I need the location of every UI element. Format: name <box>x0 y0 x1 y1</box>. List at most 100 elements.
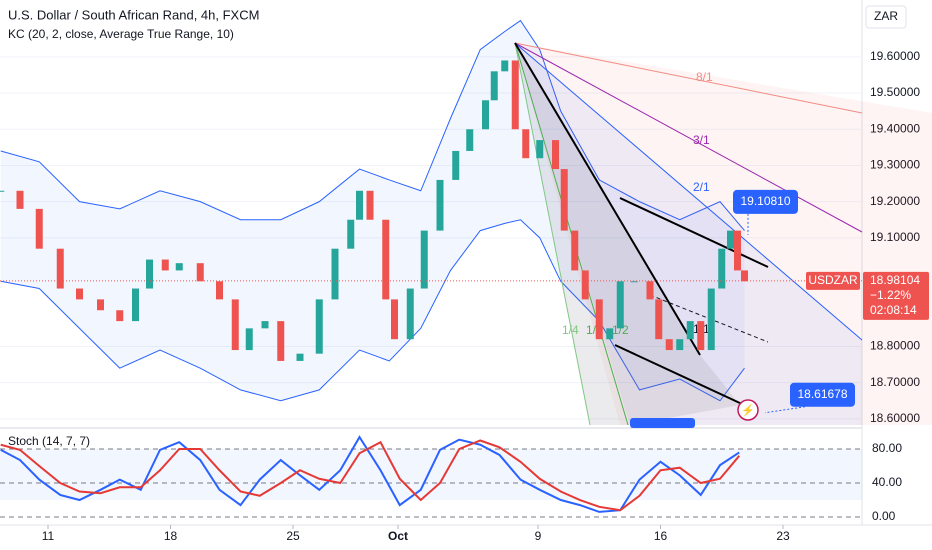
candle <box>116 310 124 322</box>
alert-icon: ⚡ <box>741 404 755 417</box>
fan-line <box>514 42 863 341</box>
candle <box>707 288 715 351</box>
y-tick-label: 40.00 <box>872 475 902 489</box>
candle <box>522 129 530 159</box>
symbol-tag <box>806 271 860 290</box>
candle <box>347 219 355 249</box>
indicator-title: Stoch (14, 7, 7) <box>8 434 90 448</box>
candle <box>296 353 304 361</box>
symbol-label: USDZAR <box>808 273 858 287</box>
y-tick-label: 0.00 <box>872 509 896 523</box>
candle <box>16 190 24 209</box>
trend-line <box>514 42 701 356</box>
candle <box>727 230 735 249</box>
callout-box <box>790 382 855 407</box>
candle <box>571 230 579 271</box>
candle <box>655 299 663 340</box>
candle <box>315 299 323 354</box>
candle <box>231 299 239 351</box>
fan-label: 8/1 <box>696 70 713 84</box>
currency[interactable]: ZAR <box>874 9 898 23</box>
y-tick-label: 19.60000 <box>870 49 920 63</box>
candle <box>676 339 684 351</box>
fan-label: 3/1 <box>693 133 710 147</box>
candle <box>331 248 339 300</box>
candle <box>406 288 414 340</box>
y-tick-label: 80.00 <box>872 441 902 455</box>
candle <box>132 288 140 322</box>
candle <box>245 328 253 351</box>
candle <box>391 299 399 340</box>
callout-box <box>733 189 798 214</box>
x-tick-label: 9 <box>535 529 542 543</box>
candle <box>536 140 544 159</box>
candle <box>0 190 5 192</box>
candle <box>595 299 603 340</box>
candle <box>741 270 749 282</box>
candle <box>606 328 614 340</box>
y-tick-label: 19.40000 <box>870 121 920 135</box>
candle <box>686 321 694 340</box>
candle <box>511 60 519 130</box>
fan-label: 2/1 <box>693 180 710 194</box>
callout-box <box>630 418 695 428</box>
candle <box>581 270 589 300</box>
candle <box>35 208 43 249</box>
indicator-title: KC (20, 2, close, Average True Range, 10… <box>8 27 234 41</box>
candle <box>277 321 285 361</box>
candle <box>161 259 169 271</box>
candle <box>76 288 84 300</box>
x-tick-label: 16 <box>654 529 668 543</box>
candle <box>697 321 705 351</box>
countdown: 02:08:14 <box>870 303 917 317</box>
candle <box>146 259 154 289</box>
candle <box>356 190 364 220</box>
y-tick-label: 18.80000 <box>870 339 920 353</box>
candle <box>382 219 390 300</box>
candle <box>175 263 183 271</box>
fan-line <box>514 42 591 426</box>
callout-label: 19.10810 <box>740 194 790 208</box>
x-tick-label: 18 <box>164 529 178 543</box>
candle <box>436 179 444 231</box>
fan-label: 1/4 <box>562 323 579 337</box>
x-tick-label: 25 <box>286 529 300 543</box>
candle <box>261 321 269 329</box>
stoch-line <box>0 439 741 512</box>
change: −1.22% <box>870 288 911 302</box>
price-tag <box>863 271 929 320</box>
candle <box>490 71 498 101</box>
candle <box>196 263 204 282</box>
callout-pointer <box>764 406 806 414</box>
y-tick-label: 19.30000 <box>870 158 920 172</box>
candle <box>616 281 624 329</box>
chart-title: U.S. Dollar / South African Rand, 4h, FX… <box>8 7 259 22</box>
x-tick-label: Oct <box>388 529 408 543</box>
y-tick-label: 19.10000 <box>870 230 920 244</box>
y-tick-label: 18.70000 <box>870 375 920 389</box>
candle <box>366 190 374 220</box>
fan-line <box>514 42 863 114</box>
candle <box>560 169 568 231</box>
candle <box>97 299 105 311</box>
x-tick-label: 11 <box>42 529 55 543</box>
alert-icon <box>737 399 759 421</box>
y-tick-label: 19.50000 <box>870 85 920 99</box>
candle <box>630 281 638 283</box>
trend-line <box>619 197 769 268</box>
fan-line <box>514 42 863 233</box>
candle <box>734 230 742 271</box>
fan-zone <box>515 43 932 425</box>
channel-upper <box>0 19 745 231</box>
currency-button[interactable] <box>865 5 907 29</box>
y-tick-label: 19.20000 <box>870 194 920 208</box>
callout-label: 18.61678 <box>797 387 847 401</box>
candle <box>420 230 428 289</box>
candle <box>482 100 490 130</box>
candle <box>452 150 460 180</box>
candle <box>552 140 560 170</box>
candle <box>466 129 474 151</box>
y-tick-label: 18.60000 <box>870 411 920 425</box>
